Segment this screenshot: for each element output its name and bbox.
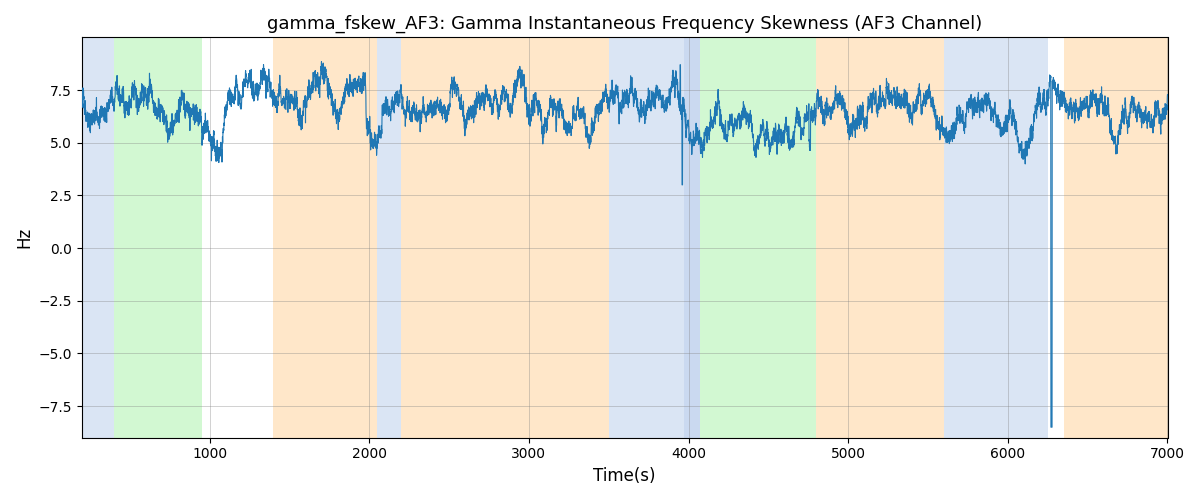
Bar xyxy=(700,38,816,438)
Bar xyxy=(684,38,700,438)
Bar xyxy=(401,38,608,438)
Bar xyxy=(816,38,944,438)
Bar xyxy=(1063,38,1183,438)
Bar xyxy=(274,38,377,438)
Bar xyxy=(82,38,114,438)
X-axis label: Time(s): Time(s) xyxy=(593,467,656,485)
Bar xyxy=(114,38,202,438)
Bar xyxy=(377,38,401,438)
Bar xyxy=(608,38,684,438)
Bar xyxy=(944,38,1048,438)
Y-axis label: Hz: Hz xyxy=(14,227,34,248)
Title: gamma_fskew_AF3: Gamma Instantaneous Frequency Skewness (AF3 Channel): gamma_fskew_AF3: Gamma Instantaneous Fre… xyxy=(268,15,983,34)
